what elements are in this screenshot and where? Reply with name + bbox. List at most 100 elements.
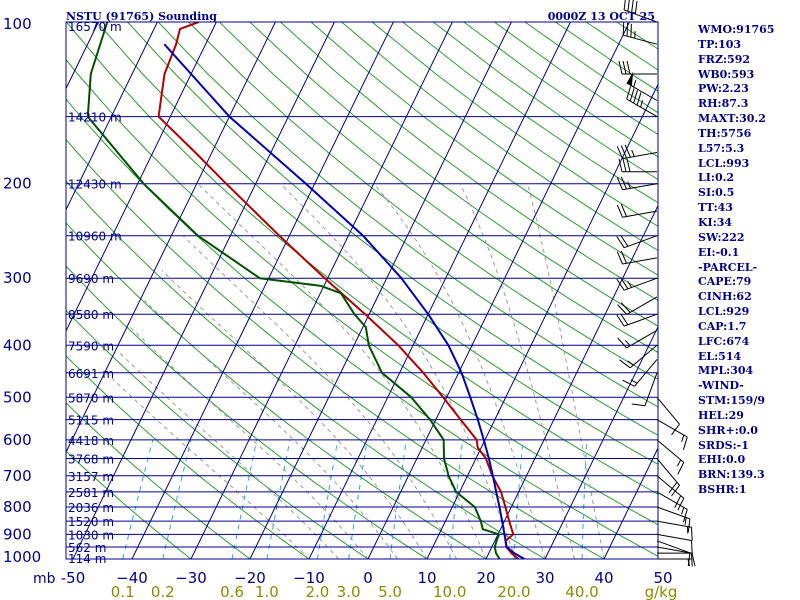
barb-shaft xyxy=(656,439,685,463)
pressure-label: 400 xyxy=(3,336,32,354)
dry-adiabat xyxy=(310,22,658,276)
wind-barb xyxy=(656,520,693,541)
moist-adiabat xyxy=(129,326,369,559)
pressure-label: 900 xyxy=(3,525,32,543)
barb-shaft xyxy=(656,475,685,499)
dry-adiabat xyxy=(66,355,310,559)
pressure-unit-label: mb xyxy=(33,571,56,587)
barb-flag xyxy=(682,509,688,523)
wind-barb xyxy=(656,533,693,554)
stat-item: SI:0.5 xyxy=(698,186,735,200)
temperature-label: 40 xyxy=(594,569,613,587)
barb-half-flag xyxy=(684,517,687,525)
barb-flag xyxy=(616,177,623,190)
barb-flag xyxy=(626,60,631,75)
barb-shaft xyxy=(622,210,658,218)
barb-flag xyxy=(620,313,629,326)
temperature-label: 20 xyxy=(476,569,495,587)
barb-shaft xyxy=(644,372,658,406)
barb-flag xyxy=(691,540,693,554)
mixing-ratio-label: 0.6 xyxy=(220,583,244,600)
temperature-label: 0 xyxy=(363,569,373,587)
barb-shaft xyxy=(656,419,688,438)
barb-flag xyxy=(617,337,628,349)
barb-flag xyxy=(620,145,627,159)
barb-flag xyxy=(633,90,638,104)
barb-shaft xyxy=(656,540,691,554)
pressure-label: 600 xyxy=(3,431,32,449)
stat-item: EI:-0.1 xyxy=(698,245,740,259)
barb-flag xyxy=(687,518,691,533)
temperature-line xyxy=(157,22,520,559)
stat-item: LCL:929 xyxy=(698,305,750,319)
isotherm xyxy=(190,22,453,559)
dry-adiabat xyxy=(66,138,606,559)
stat-item: WB0:593 xyxy=(698,67,755,81)
barb-shaft xyxy=(622,257,658,265)
barb-flag xyxy=(616,314,625,327)
barb-half-flag xyxy=(681,507,685,515)
barb-half-flag xyxy=(627,360,634,366)
barb-flag xyxy=(626,158,631,172)
height-label: 4418 m xyxy=(68,434,114,448)
stat-item: TP:103 xyxy=(698,37,742,51)
barb-flag xyxy=(668,481,678,494)
stat-item: KI:34 xyxy=(698,215,733,229)
barb-flag xyxy=(618,158,623,172)
temperature-label: 10 xyxy=(417,569,436,587)
stat-item: PW:2.23 xyxy=(698,82,749,96)
wind-barb xyxy=(616,144,658,160)
barb-flag xyxy=(619,359,631,369)
dry-adiabat xyxy=(341,22,658,252)
barb-flag xyxy=(671,485,680,497)
stat-item: CAPE:79 xyxy=(698,275,752,289)
barb-flag xyxy=(630,23,632,38)
wind-barb xyxy=(656,546,693,567)
temperature-label: −30 xyxy=(175,569,207,587)
barb-flag xyxy=(691,552,696,567)
dry-adiabat xyxy=(66,58,658,526)
stat-item: MAXT:30.2 xyxy=(698,112,766,126)
wind-barb xyxy=(656,458,680,497)
mixing-ratio-label: 3.0 xyxy=(337,583,361,600)
barb-flag xyxy=(634,0,638,15)
mixing-ratio-label: 1.0 xyxy=(255,583,279,600)
wind-barb xyxy=(616,234,658,249)
barb-flag xyxy=(620,277,629,290)
wind-barb xyxy=(617,329,658,349)
mixing-ratio-label: 0.1 xyxy=(111,583,135,600)
mixing-ratio-label: 20.0 xyxy=(497,583,530,600)
barb-half-flag xyxy=(640,100,644,108)
barb-shaft xyxy=(626,82,658,101)
barb-shaft xyxy=(656,491,688,510)
barb-flag xyxy=(616,146,623,159)
stat-item: SW:222 xyxy=(698,230,745,244)
isotherm xyxy=(66,22,217,333)
barb-half-flag xyxy=(631,149,635,157)
barb-flag xyxy=(616,204,623,218)
barb-shaft xyxy=(634,359,658,387)
isotherm xyxy=(603,446,658,559)
barb-half-flag xyxy=(676,459,682,467)
station-title: NSTU (91765) Sounding xyxy=(66,10,217,23)
wind-barb xyxy=(656,475,685,511)
stat-item: RH:87.3 xyxy=(698,97,749,111)
isotherm xyxy=(308,22,571,559)
stat-item: HEL:29 xyxy=(698,408,744,422)
barb-flag xyxy=(622,60,627,75)
moist-adiabat xyxy=(106,372,310,559)
isotherm xyxy=(72,22,335,559)
wind-barb xyxy=(656,491,688,523)
stat-item: -WIND- xyxy=(698,379,744,393)
height-label: 3157 m xyxy=(68,470,114,484)
height-label: 9690 m xyxy=(68,272,114,286)
barb-flag xyxy=(671,423,680,436)
dry-adiabat xyxy=(127,22,658,436)
height-label: 6691 m xyxy=(68,367,114,381)
barb-shaft xyxy=(622,152,658,160)
barb-flag xyxy=(626,86,632,100)
pressure-label: 1000 xyxy=(3,548,41,566)
wind-barb xyxy=(656,506,691,533)
isotherm xyxy=(249,22,512,559)
wind-barb xyxy=(617,296,658,315)
